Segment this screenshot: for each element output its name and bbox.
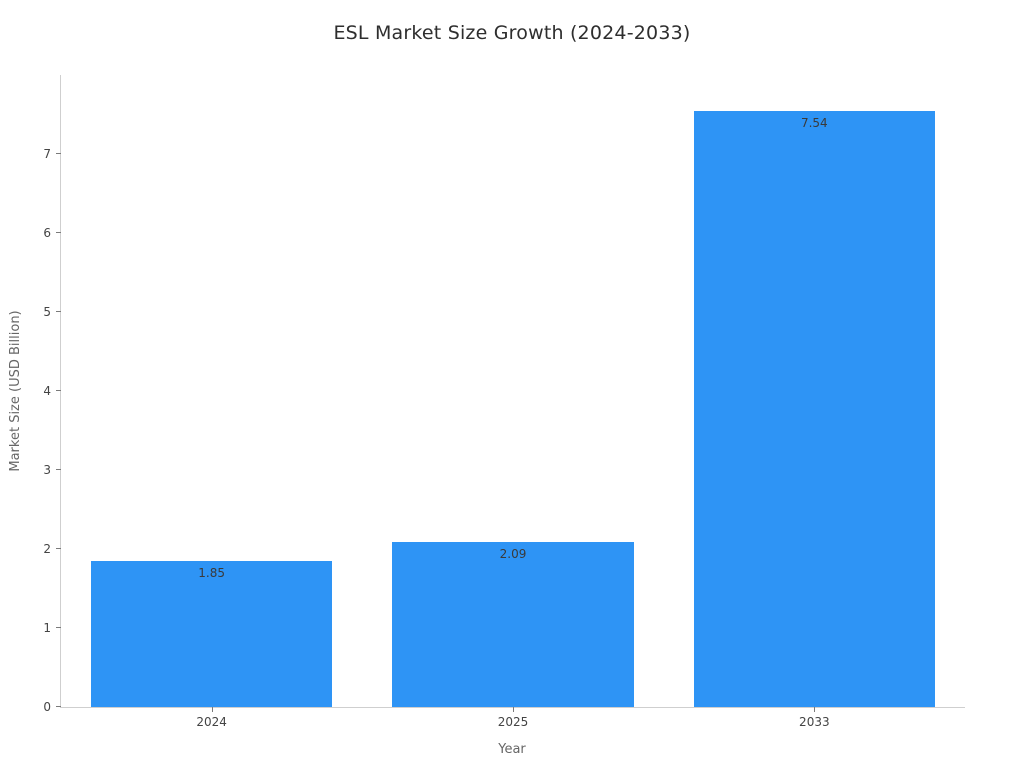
y-axis-label: Market Size (USD Billion) (8, 310, 23, 472)
y-tick-label: 3 (43, 463, 51, 477)
y-tick-label: 1 (43, 621, 51, 635)
bar-2024: 1.85 (91, 560, 333, 707)
plot-area: 0 1 2 3 4 5 6 7 1.85 2024 2.09 2025 7.54 2033 (43, 75, 965, 729)
chart-title: ESL Market Size Growth (2024-2033) (333, 22, 691, 44)
y-tick-mark (56, 706, 61, 707)
y-tick-label: 2 (43, 542, 51, 556)
bar-2025: 2.09 (392, 541, 634, 707)
bar-value-label: 2.09 (499, 546, 527, 561)
y-tick-mark (56, 153, 61, 154)
y-tick-mark (56, 548, 61, 549)
y-tick-label: 4 (43, 384, 51, 398)
y-tick-mark (56, 390, 61, 391)
y-tick-mark (56, 627, 61, 628)
bar-2033: 7.54 (693, 111, 935, 707)
y-tick-mark (56, 232, 61, 233)
x-tick-label: 2024 (196, 715, 227, 729)
y-tick-label: 6 (43, 226, 51, 240)
x-tick-mark (513, 707, 514, 712)
x-tick-label: 2025 (497, 715, 529, 729)
bar-value-label: 1.85 (198, 565, 226, 580)
y-tick-label: 5 (43, 305, 51, 319)
y-tick-label: 7 (43, 147, 51, 161)
bar-value-label: 7.54 (800, 116, 828, 131)
y-tick-mark (56, 311, 61, 312)
x-tick-mark (211, 707, 213, 712)
x-tick-mark (814, 707, 816, 712)
x-tick-label: 2033 (799, 715, 830, 729)
x-axis-label: Year (498, 742, 526, 757)
y-tick-label: 0 (43, 700, 51, 714)
y-tick-mark (56, 469, 61, 470)
